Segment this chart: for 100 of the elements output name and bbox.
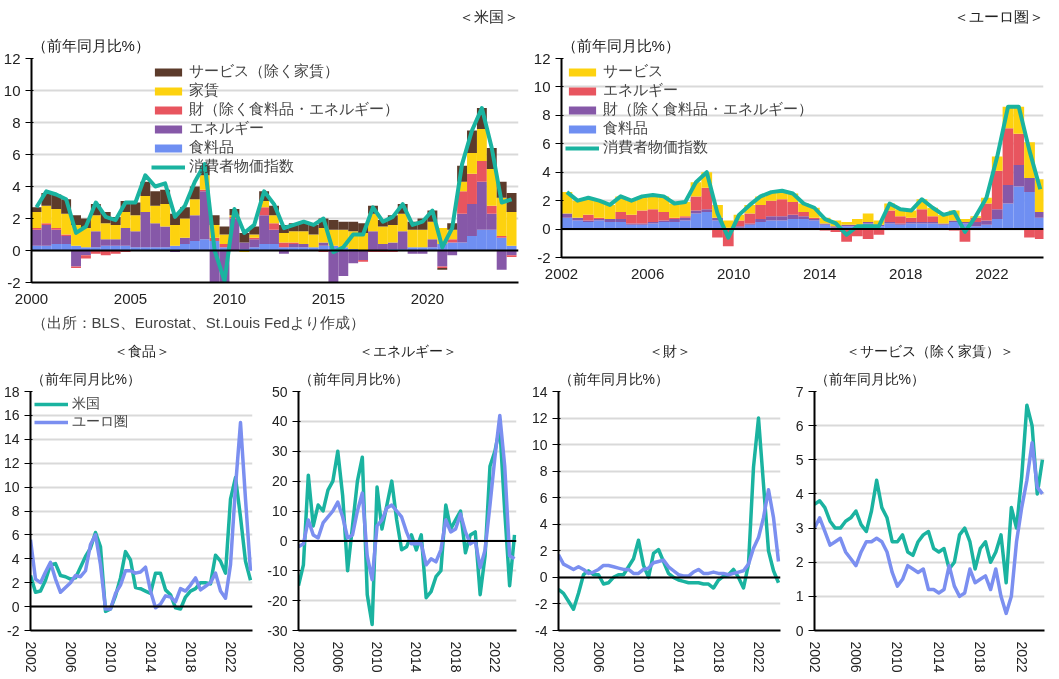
y-tick-label: 4 (542, 163, 551, 181)
y-tick-label: 40 (271, 413, 288, 430)
x-tick-label: 2018 (710, 641, 727, 673)
y-tick-label: 0 (539, 569, 548, 586)
y-tick-label: 30 (271, 443, 288, 460)
x-tick-label: 2010 (716, 264, 751, 282)
y-tick-label: 12 (3, 49, 21, 67)
x-tick-label: 2014 (930, 641, 947, 673)
chart-title: ＜財＞ (648, 342, 691, 359)
y-tick-label: 6 (12, 145, 21, 163)
y-tick-label: 4 (795, 485, 804, 502)
x-tick-label: 2022 (1013, 641, 1030, 673)
y-tick-label: 0 (12, 241, 21, 259)
legend-label: 消費者物価指数 (603, 138, 708, 157)
y-tick-label: 4 (539, 516, 548, 533)
x-tick-label: 2006 (62, 641, 79, 673)
y-tick-label: -20 (267, 592, 288, 609)
y-tick-label: 14 (531, 383, 548, 400)
y-tick-label: 8 (539, 463, 548, 480)
y-tick-label: 8 (11, 503, 20, 519)
y-tick-label: 4 (12, 177, 21, 195)
x-tick-label: 2010 (369, 641, 386, 673)
y-tick-label: 12 (3, 455, 20, 472)
x-tick-label: 2018 (182, 641, 199, 673)
y-tick-label: 10 (271, 503, 288, 519)
y-tick-label: 0 (279, 532, 288, 549)
y-tick-label: -2 (537, 248, 551, 266)
y-tick-label: 18 (3, 383, 20, 400)
y-tick-label: -2 (535, 595, 548, 612)
y-tick-label: 3 (795, 520, 804, 537)
y-tick-label: 2 (795, 554, 804, 571)
x-tick-label: 2002 (550, 641, 567, 673)
legend-label: 食料品 (603, 119, 648, 138)
y-axis-title: （前年同月比%） (298, 370, 409, 387)
y-tick-label: 6 (795, 417, 804, 434)
x-tick-label: 2002 (544, 264, 579, 282)
x-tick-label: 2022 (975, 264, 1009, 282)
y-tick-label: 2 (542, 191, 551, 209)
y-tick-label: 8 (12, 113, 21, 131)
legend-label: 財（除く食料品・エネルギー） (188, 100, 399, 119)
y-axis-title: （前年同月比%） (30, 370, 141, 387)
y-tick-label: 6 (542, 134, 551, 152)
chart-title: ＜ユーロ圏＞ (953, 7, 1044, 25)
y-tick-label: 7 (795, 383, 804, 400)
y-tick-label: 2 (539, 542, 548, 559)
y-tick-label: -30 (267, 622, 288, 639)
legend-label: 財（除く食料品・エネルギー） (603, 100, 813, 119)
x-tick-label: 2022 (222, 641, 239, 673)
y-tick-label: 0 (542, 220, 551, 238)
x-tick-label: 2022 (750, 641, 767, 673)
y-tick-label: 0 (795, 622, 804, 639)
y-tick-label: 1 (795, 588, 804, 605)
legend-label: 米国 (72, 395, 100, 413)
legend-label: サービス（除く家賃） (188, 62, 339, 81)
y-axis-title: （前年同月比%） (31, 36, 150, 54)
y-tick-label: 50 (271, 383, 288, 400)
y-tick-label: 12 (533, 49, 551, 67)
y-tick-label: 4 (11, 550, 20, 567)
y-tick-label: 10 (3, 81, 21, 99)
legend-label: エネルギー (603, 81, 678, 100)
x-tick-label: 2018 (889, 264, 923, 282)
legend-label: 食料品 (188, 138, 234, 157)
legend-label: ユーロ圏 (72, 413, 128, 431)
y-tick-label: 2 (12, 209, 21, 227)
chart-title: ＜食品＞ (113, 342, 170, 359)
y-axis-title: （前年同月比%） (561, 36, 680, 54)
y-tick-label: 8 (542, 106, 551, 124)
x-tick-label: 2010 (630, 641, 647, 673)
x-tick-label: 2002 (22, 641, 39, 673)
y-tick-label: 6 (11, 526, 20, 543)
legend-label: サービス (603, 62, 663, 81)
x-tick-label: 2014 (803, 264, 837, 282)
y-tick-label: 20 (271, 473, 288, 490)
y-tick-label: 12 (531, 410, 548, 427)
legend-label: エネルギー (188, 119, 264, 138)
x-tick-label: 2020 (410, 289, 445, 307)
x-tick-label: 2018 (447, 641, 464, 673)
y-tick-label: 10 (533, 77, 551, 95)
y-tick-label: 0 (11, 598, 20, 615)
chart-title: ＜米国＞ (458, 7, 519, 25)
text: （出所：BLS、Eurostat、St.Louis Fedより作成） (31, 313, 365, 331)
x-tick-label: 2002 (290, 641, 307, 673)
chart-title: ＜エネルギー＞ (358, 342, 457, 359)
y-tick-label: 16 (3, 407, 20, 424)
y-tick-label: -2 (7, 622, 20, 639)
y-tick-label: 2 (11, 574, 20, 591)
legend-label: 家賃 (188, 81, 219, 100)
x-tick-label: 2015 (311, 289, 346, 307)
x-tick-label: 2018 (972, 641, 989, 673)
chart-title: ＜サービス（除く家賃）＞ (845, 342, 1014, 359)
y-axis-title: （前年同月比%） (558, 370, 669, 387)
x-tick-label: 2014 (408, 641, 425, 673)
x-tick-label: 2006 (329, 641, 346, 673)
x-tick-label: 2006 (590, 641, 607, 673)
x-tick-label: 2006 (847, 641, 864, 673)
y-tick-label: -2 (7, 273, 21, 291)
y-tick-label: 14 (3, 431, 20, 448)
x-tick-label: 2014 (142, 641, 159, 673)
y-tick-label: -10 (267, 562, 288, 579)
x-tick-label: 2010 (889, 641, 906, 673)
